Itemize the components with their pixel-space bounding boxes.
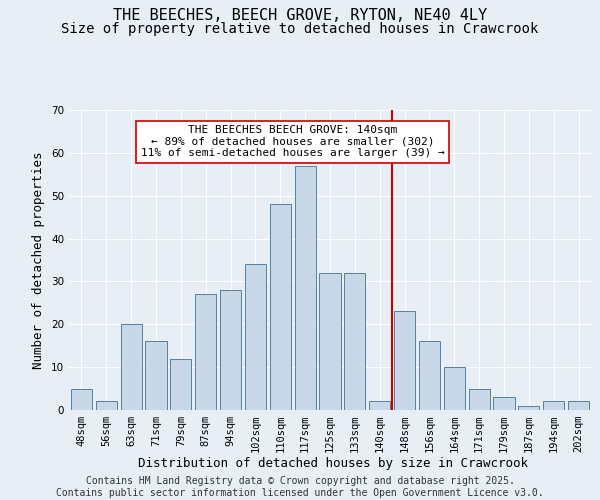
Text: Distribution of detached houses by size in Crawcrook: Distribution of detached houses by size … — [138, 458, 528, 470]
Text: THE BEECHES BEECH GROVE: 140sqm
← 89% of detached houses are smaller (302)
11% o: THE BEECHES BEECH GROVE: 140sqm ← 89% of… — [141, 125, 445, 158]
Bar — [195, 294, 216, 410]
Bar — [270, 204, 291, 410]
Bar — [444, 367, 465, 410]
Bar — [568, 402, 589, 410]
Bar — [469, 388, 490, 410]
Bar — [170, 358, 191, 410]
Bar — [96, 402, 117, 410]
Bar — [145, 342, 167, 410]
Bar — [344, 273, 365, 410]
Bar — [121, 324, 142, 410]
Bar — [369, 402, 390, 410]
Bar — [295, 166, 316, 410]
Bar — [319, 273, 341, 410]
Text: THE BEECHES, BEECH GROVE, RYTON, NE40 4LY: THE BEECHES, BEECH GROVE, RYTON, NE40 4L… — [113, 8, 487, 22]
Text: Contains HM Land Registry data © Crown copyright and database right 2025.
Contai: Contains HM Land Registry data © Crown c… — [56, 476, 544, 498]
Bar — [220, 290, 241, 410]
Bar — [419, 342, 440, 410]
Text: Size of property relative to detached houses in Crawcrook: Size of property relative to detached ho… — [61, 22, 539, 36]
Y-axis label: Number of detached properties: Number of detached properties — [32, 151, 46, 369]
Bar — [518, 406, 539, 410]
Bar — [245, 264, 266, 410]
Bar — [543, 402, 564, 410]
Bar — [71, 388, 92, 410]
Bar — [493, 397, 515, 410]
Bar — [394, 312, 415, 410]
